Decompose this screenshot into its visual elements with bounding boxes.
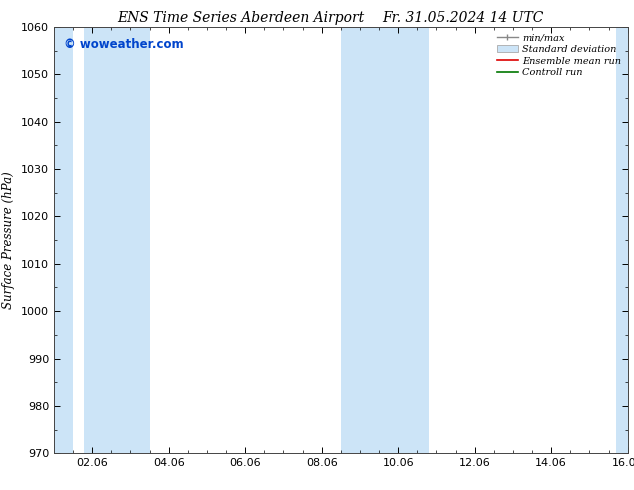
- Bar: [616, 27, 628, 453]
- Legend: min/max, Standard deviation, Ensemble mean run, Controll run: min/max, Standard deviation, Ensemble me…: [495, 32, 623, 79]
- Text: ENS Time Series Aberdeen Airport: ENS Time Series Aberdeen Airport: [117, 11, 365, 25]
- Bar: [54, 27, 73, 453]
- Bar: [84, 27, 150, 453]
- Text: © woweather.com: © woweather.com: [64, 38, 184, 50]
- Y-axis label: Surface Pressure (hPa): Surface Pressure (hPa): [3, 171, 15, 309]
- Bar: [341, 27, 429, 453]
- Text: Fr. 31.05.2024 14 UTC: Fr. 31.05.2024 14 UTC: [382, 11, 543, 25]
